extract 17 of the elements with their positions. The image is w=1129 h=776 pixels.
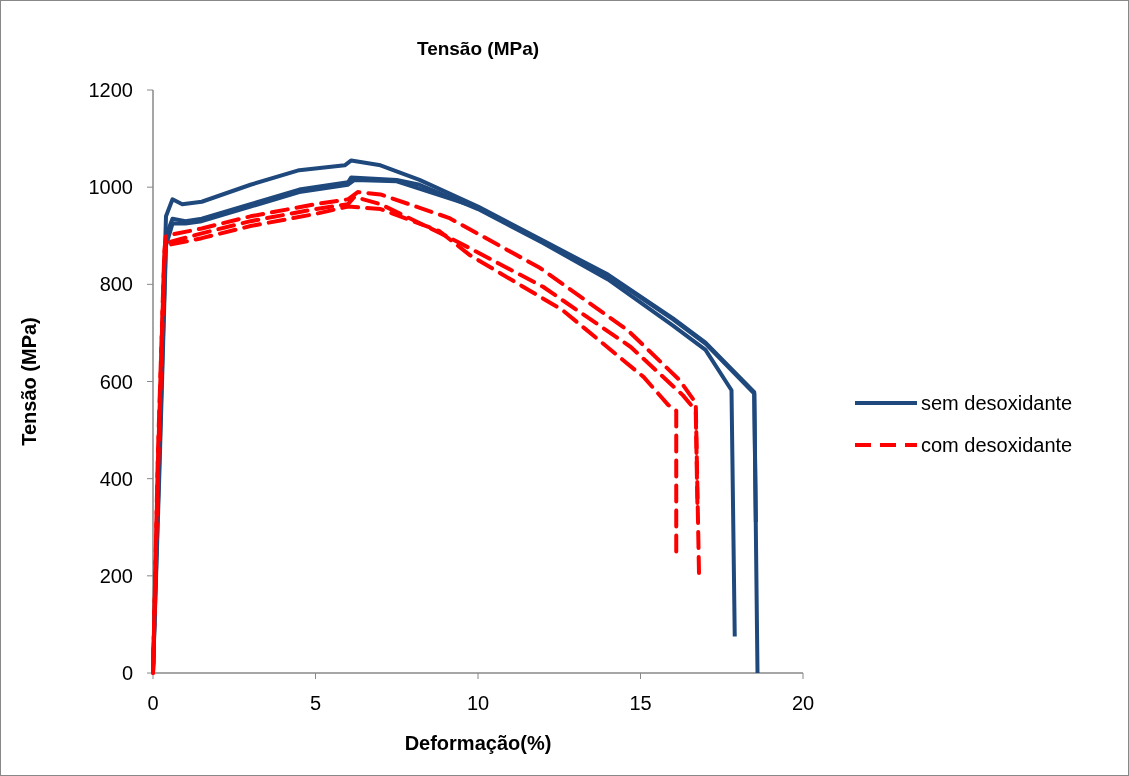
y-tick-label: 800 (99, 273, 133, 296)
y-tick-label: 1000 (88, 176, 133, 199)
y-axis-title: Tensão (MPa) (18, 317, 40, 446)
y-tick-label: 1200 (88, 79, 133, 101)
y-tick-label: 600 (99, 370, 133, 393)
x-tick-label: 0 (147, 692, 159, 714)
legend-label: sem desoxidante (921, 392, 1073, 414)
y-tick-label: 400 (99, 467, 133, 490)
x-tick-label: 5 (309, 692, 322, 714)
legend-label: com desoxidante (921, 434, 1073, 456)
x-tick-label: 15 (629, 692, 652, 714)
y-tick-label: 200 (99, 564, 133, 587)
x-tick-label: 20 (791, 692, 815, 714)
x-axis-title: Deformação(%) (404, 732, 552, 754)
chart-title: Tensão (MPa) (416, 38, 540, 59)
x-tick-label: 10 (466, 692, 490, 714)
y-tick-label: 0 (121, 662, 133, 684)
